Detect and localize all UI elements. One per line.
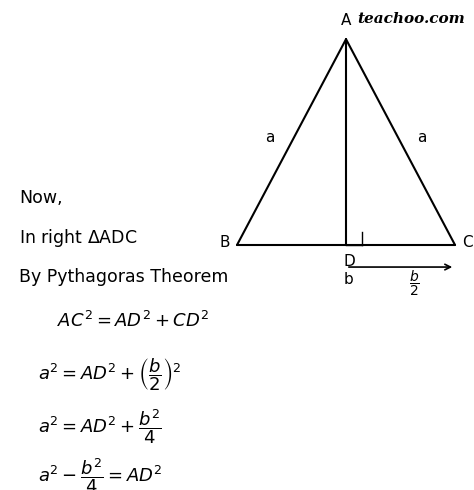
Text: D: D bbox=[344, 254, 356, 269]
Text: A: A bbox=[341, 13, 351, 28]
Text: $a^2 = AD^2 + \dfrac{b^2}{4}$: $a^2 = AD^2 + \dfrac{b^2}{4}$ bbox=[38, 407, 162, 446]
Text: B: B bbox=[219, 235, 230, 250]
Text: C: C bbox=[462, 235, 473, 250]
Text: teachoo.com: teachoo.com bbox=[357, 12, 465, 26]
Text: By Pythagoras Theorem: By Pythagoras Theorem bbox=[19, 268, 228, 286]
Text: $a^2 = AD^2 + \left(\dfrac{b}{2}\right)^2$: $a^2 = AD^2 + \left(\dfrac{b}{2}\right)^… bbox=[38, 357, 181, 393]
Text: a: a bbox=[417, 130, 427, 145]
Text: $\dfrac{b}{2}$: $\dfrac{b}{2}$ bbox=[410, 269, 420, 298]
Text: $AC^2 = AD^2 + CD^2$: $AC^2 = AD^2 + CD^2$ bbox=[57, 311, 209, 331]
Text: $a^2 - \dfrac{b^2}{4} = AD^2$: $a^2 - \dfrac{b^2}{4} = AD^2$ bbox=[38, 456, 162, 490]
Text: a: a bbox=[265, 130, 275, 145]
Text: b: b bbox=[344, 272, 353, 287]
Text: Now,: Now, bbox=[19, 190, 63, 207]
Text: In right $\Delta$ADC: In right $\Delta$ADC bbox=[19, 227, 137, 248]
